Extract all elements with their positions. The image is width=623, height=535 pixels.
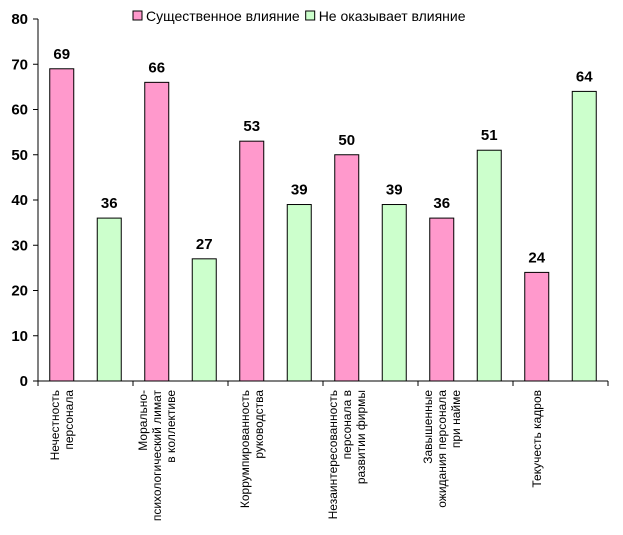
data-label: 64 <box>576 68 593 85</box>
category-label: развитии фирмы <box>354 390 368 484</box>
y-tick-label: 40 <box>11 192 28 209</box>
category-label: Нечестность <box>48 390 62 460</box>
category-label: при найме <box>449 390 463 448</box>
data-label: 50 <box>338 132 355 149</box>
bar <box>239 140 265 382</box>
category-label: персонала <box>62 390 76 450</box>
category-labels: Нечестность персонала Морально-психологиче… <box>48 390 544 522</box>
bar <box>144 81 170 382</box>
bar <box>49 68 75 382</box>
data-label: 24 <box>528 249 545 266</box>
legend: Существенное влияние Не оказывает влияние <box>132 8 466 24</box>
category-label: Коррумпированность <box>238 390 252 508</box>
data-label: 39 <box>291 182 308 199</box>
bar <box>381 204 407 382</box>
data-label: 66 <box>148 59 165 76</box>
y-tick-label: 60 <box>11 102 28 119</box>
category-label: психологический лимат <box>150 390 164 522</box>
y-tick-label: 70 <box>11 56 28 73</box>
category-label: Незаинтересованность <box>326 390 340 519</box>
bar <box>524 271 550 382</box>
bar <box>286 204 312 382</box>
bar <box>429 217 455 382</box>
bars: 69 66 53 50 36 24 36 27 39 39 51 64 <box>49 46 597 382</box>
data-label: 39 <box>386 182 403 199</box>
legend-label: Существенное влияние <box>146 8 300 24</box>
data-label: 53 <box>243 118 260 135</box>
y-tick-label: 10 <box>11 328 28 345</box>
bar <box>476 149 502 382</box>
bar <box>334 154 360 382</box>
y-tick-label: 30 <box>11 237 28 254</box>
category-label: Морально- <box>136 390 150 451</box>
y-tick-label: 20 <box>11 283 28 300</box>
category-label: руководства <box>252 390 266 459</box>
axes: 0 10 20 30 40 50 60 70 80 <box>11 11 609 390</box>
category-label: в коллективе <box>164 390 178 463</box>
legend-swatch <box>132 10 143 21</box>
legend-label: Не оказывает влияние <box>319 8 466 24</box>
data-label: 69 <box>53 46 70 63</box>
data-label: 51 <box>481 127 498 144</box>
data-label: 27 <box>196 236 213 253</box>
y-tick-label: 80 <box>11 11 28 28</box>
bar <box>571 90 597 382</box>
data-label: 36 <box>433 195 450 212</box>
data-label: 36 <box>101 195 118 212</box>
category-label: ожидания персонала <box>435 390 449 508</box>
category-label: Завышенные <box>421 390 435 464</box>
category-label: персонала в <box>340 390 354 459</box>
y-tick-label: 50 <box>11 147 28 164</box>
bar <box>96 217 122 382</box>
legend-swatch <box>305 10 316 21</box>
bar <box>191 258 217 382</box>
category-label: Текучесть кадров <box>530 390 544 488</box>
y-tick-label: 0 <box>20 373 28 390</box>
